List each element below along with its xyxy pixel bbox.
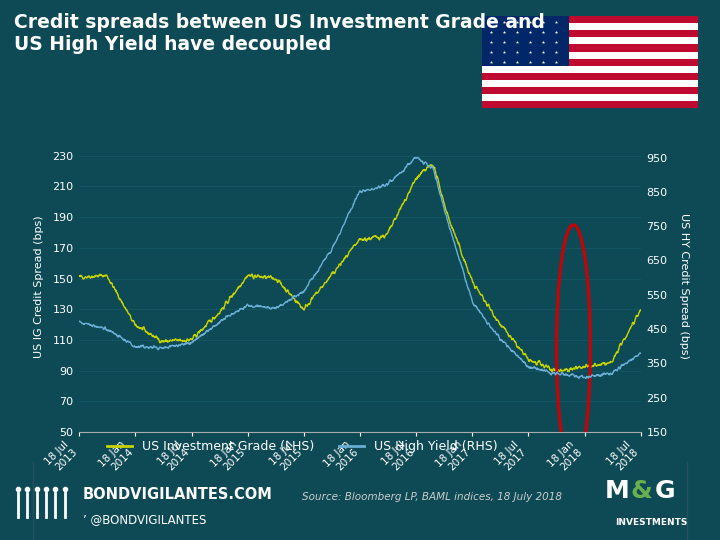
Bar	[482, 80, 698, 87]
Text: Source: Bloomberg LP, BAML indices, 18 July 2018: Source: Bloomberg LP, BAML indices, 18 J…	[302, 492, 562, 502]
Y-axis label: US HY Credit Spread (bps): US HY Credit Spread (bps)	[678, 213, 688, 359]
Bar	[482, 30, 698, 37]
Text: US High Yield have decoupled: US High Yield have decoupled	[14, 35, 332, 54]
Bar	[482, 58, 698, 66]
Bar	[482, 51, 698, 58]
Text: &: &	[630, 480, 652, 503]
Legend: US Investment Grade (LHS), US High Yield (RHS): US Investment Grade (LHS), US High Yield…	[102, 435, 503, 458]
Y-axis label: US IG Credit Spread (bps): US IG Credit Spread (bps)	[34, 215, 44, 357]
Bar	[482, 87, 698, 94]
Bar	[482, 16, 569, 66]
Bar	[482, 44, 698, 51]
Bar	[482, 23, 698, 30]
Text: BONDVIGILANTES.COM: BONDVIGILANTES.COM	[83, 487, 273, 502]
Bar	[482, 66, 698, 73]
Text: INVESTMENTS: INVESTMENTS	[616, 518, 688, 527]
Bar	[482, 101, 698, 108]
Text: G: G	[655, 480, 676, 503]
Text: Credit spreads between US Investment Grade and: Credit spreads between US Investment Gra…	[14, 14, 545, 32]
Text: M: M	[605, 480, 629, 503]
Text: ’ @BONDVIGILANTES: ’ @BONDVIGILANTES	[83, 512, 206, 525]
Bar	[482, 94, 698, 101]
Bar	[482, 16, 698, 23]
Bar	[482, 37, 698, 44]
Bar	[482, 73, 698, 80]
